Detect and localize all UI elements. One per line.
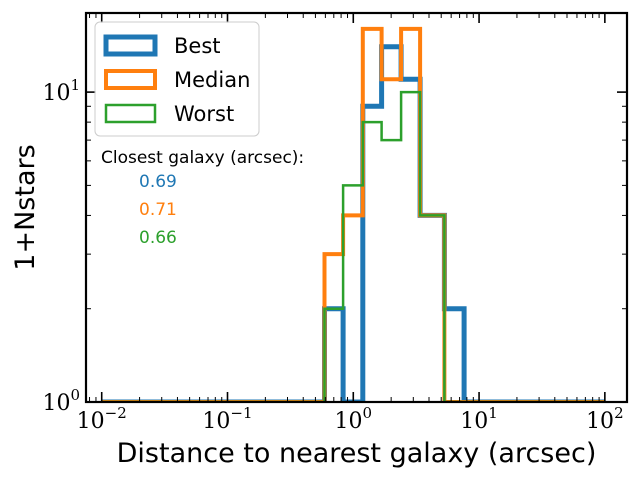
y-axis-title: 1+Nstars <box>10 144 41 270</box>
y-tick-label: 101 <box>42 76 80 106</box>
annotation-value: 0.69 <box>139 172 177 192</box>
x-tick-label: 10−1 <box>202 404 252 434</box>
y-tick-label: 100 <box>42 386 80 416</box>
x-tick-label: 100 <box>335 404 373 434</box>
legend-label-median: Median <box>174 68 250 92</box>
legend: Best Median Worst <box>94 21 260 137</box>
annotation-title: Closest galaxy (arcsec): <box>101 148 304 168</box>
legend-label-worst: Worst <box>174 102 234 126</box>
annotation-value: 0.66 <box>139 228 177 248</box>
legend-swatch-best <box>103 34 158 57</box>
annotation-value: 0.71 <box>139 200 177 220</box>
x-tick-label: 102 <box>586 404 624 434</box>
plot-frame <box>84 11 629 404</box>
series-layer <box>101 26 605 402</box>
legend-label-best: Best <box>174 34 221 58</box>
x-tick-label: 10−2 <box>77 404 127 434</box>
tick-labels: 10−2 10−1 100 101 102 100 101 <box>42 76 623 434</box>
legend-box <box>94 21 260 137</box>
x-axis-title: Distance to nearest galaxy (arcsec) <box>117 438 597 469</box>
legend-swatch-median <box>104 69 157 90</box>
closest-galaxy-annotation: Closest galaxy (arcsec): 0.69 0.71 0.66 <box>101 148 304 248</box>
x-tick-label: 101 <box>460 404 498 434</box>
legend-swatch-worst <box>104 103 157 124</box>
series-worst-line <box>101 90 605 402</box>
